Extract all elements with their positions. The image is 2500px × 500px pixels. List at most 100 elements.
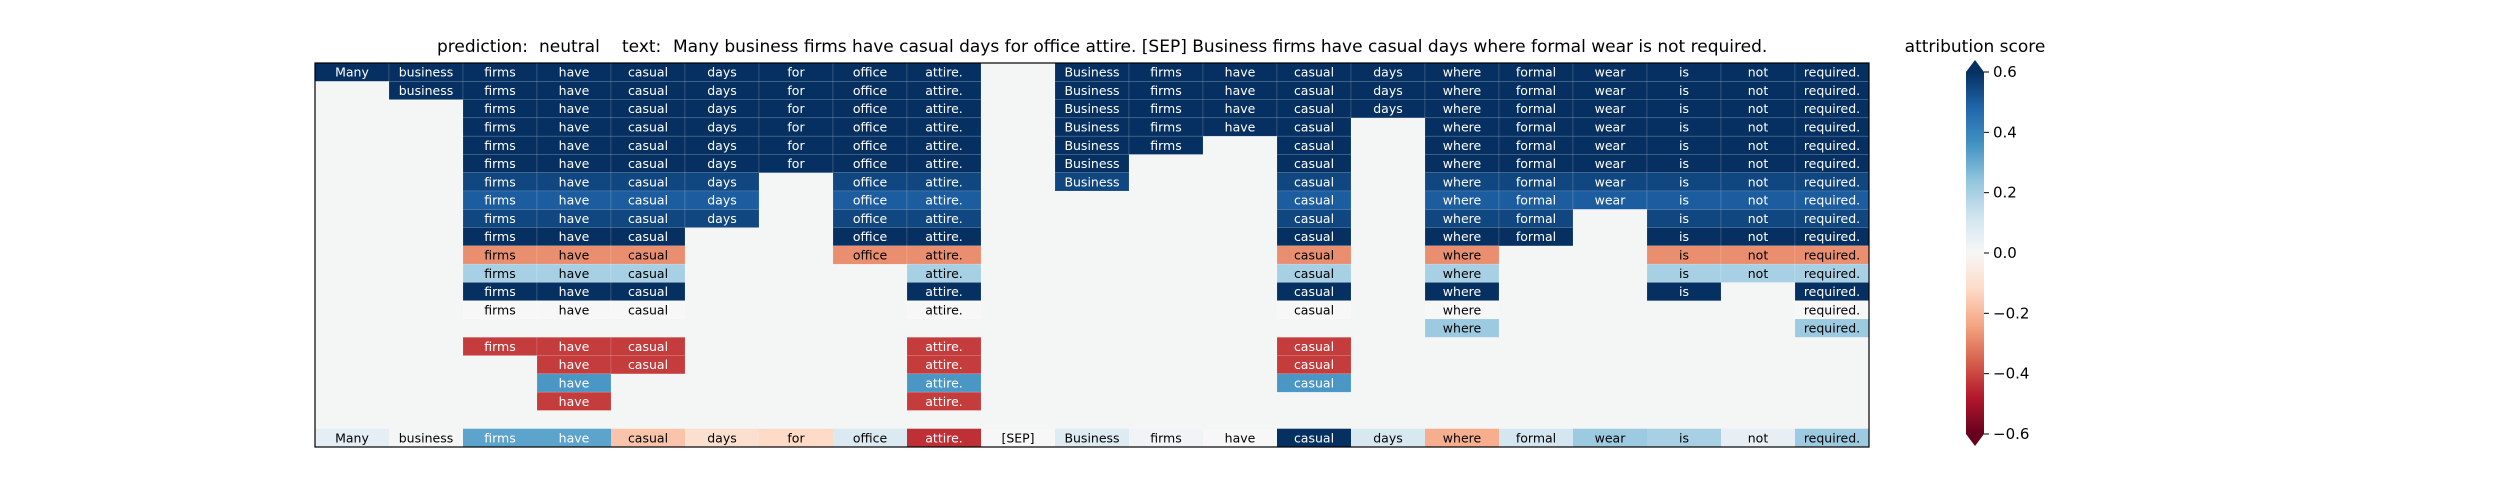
summary-token-label: casual xyxy=(628,430,668,445)
cell-token-label: casual xyxy=(628,193,668,208)
cell-token-label: formal xyxy=(1516,193,1556,208)
heatmap: Many business firms have casual days for office… xyxy=(314,62,1870,447)
cell-token-label: have xyxy=(559,229,590,244)
summary-token-label: for xyxy=(787,430,805,445)
summary-token-label: is xyxy=(1679,430,1689,445)
cell-token-label: is xyxy=(1679,156,1689,171)
cell-token-label: have xyxy=(559,302,590,317)
summary-cell xyxy=(1055,428,1129,447)
heatmap-cell xyxy=(610,282,686,301)
cell-token-label: attire. xyxy=(925,65,962,80)
summary-token-label: have xyxy=(559,430,590,445)
heatmap-cell xyxy=(610,355,686,375)
cell-token-label: for xyxy=(787,120,805,135)
summary-cell xyxy=(537,428,611,447)
cell-token-label: firms xyxy=(484,302,515,317)
cell-token-label: not xyxy=(1748,211,1769,226)
colorbar-tick-label: −0.4 xyxy=(1993,365,2029,383)
cell-token-label: days xyxy=(707,211,737,226)
summary-token-label: wear xyxy=(1595,430,1627,445)
cell-token-label: office xyxy=(853,138,888,153)
cell-token-label: Business xyxy=(1064,101,1119,116)
cell-token-label: days xyxy=(707,193,737,208)
cell-token-label: not xyxy=(1748,65,1769,80)
heatmap-cell xyxy=(1276,300,1352,320)
cell-token-label: formal xyxy=(1516,229,1556,244)
summary-cell xyxy=(1573,428,1647,447)
heatmap-cell xyxy=(1424,318,1500,338)
cell-token-label: have xyxy=(559,394,590,409)
cell-token-label: not xyxy=(1748,248,1769,263)
colorbar-min-extension xyxy=(1966,434,1984,446)
cell-token-label: casual xyxy=(1294,120,1334,135)
cell-token-label: is xyxy=(1679,284,1689,299)
cell-token-label: firms xyxy=(484,101,515,116)
cell-token-label: where xyxy=(1443,321,1482,336)
cell-token-label: required. xyxy=(1804,284,1860,299)
summary-cell xyxy=(1499,428,1573,447)
cell-token-label: formal xyxy=(1516,101,1556,116)
cell-token-label: wear xyxy=(1595,101,1627,116)
cell-token-label: casual xyxy=(628,357,668,372)
heatmap-cell xyxy=(1498,227,1574,247)
cell-token-label: have xyxy=(559,248,590,263)
cell-token-label: is xyxy=(1679,83,1689,98)
cell-token-label: wear xyxy=(1595,138,1627,153)
cell-token-label: days xyxy=(1373,101,1403,116)
colorbar-tick-label: 0.4 xyxy=(1993,123,2017,141)
cell-token-label: casual xyxy=(628,138,668,153)
cell-token-label: not xyxy=(1748,266,1769,281)
summary-cell xyxy=(1277,428,1351,447)
heatmap-cell xyxy=(906,337,982,356)
cell-token-label: casual xyxy=(628,83,668,98)
cell-token-label: business xyxy=(399,83,453,98)
cell-token-label: wear xyxy=(1595,193,1627,208)
cell-token-label: casual xyxy=(628,211,668,226)
cell-token-label: attire. xyxy=(925,357,962,372)
cell-token-label: wear xyxy=(1595,83,1627,98)
cell-token-label: firms xyxy=(484,83,515,98)
cell-token-label: office xyxy=(853,229,888,244)
cell-token-label: is xyxy=(1679,229,1689,244)
cell-token-label: casual xyxy=(628,65,668,80)
colorbar: attribution score 0.6 0.4 0.2 0.0 −0.2 −0.4 −0… xyxy=(1905,37,2046,446)
summary-token-label: firms xyxy=(1150,430,1181,445)
cell-token-label: casual xyxy=(1294,174,1334,189)
cell-token-label: casual xyxy=(1294,211,1334,226)
cell-token-label: formal xyxy=(1516,65,1556,80)
colorbar-tick-label: 0.0 xyxy=(1993,244,2017,262)
text-value: Many business firms have casual days for… xyxy=(673,37,1767,57)
cell-token-label: firms xyxy=(484,156,515,171)
cell-token-label: attire. xyxy=(925,193,962,208)
cell-token-label: wear xyxy=(1595,120,1627,135)
cell-token-label: for xyxy=(787,101,805,116)
cell-token-label: casual xyxy=(1294,284,1334,299)
cell-token-label: days xyxy=(707,83,737,98)
cell-token-label: attire. xyxy=(925,229,962,244)
colorbar-label: attribution score xyxy=(1905,37,2046,57)
cell-token-label: casual xyxy=(628,266,668,281)
cell-token-label: required. xyxy=(1804,65,1860,80)
cell-token-label: casual xyxy=(628,156,668,171)
cell-token-label: business xyxy=(399,65,453,80)
cell-token-label: attire. xyxy=(925,101,962,116)
cell-token-label: formal xyxy=(1516,174,1556,189)
cell-token-label: where xyxy=(1443,248,1482,263)
cell-token-label: have xyxy=(559,138,590,153)
cell-token-label: required. xyxy=(1804,193,1860,208)
summary-token-label: business xyxy=(399,430,453,445)
summary-cell xyxy=(1425,428,1499,447)
cell-token-label: attire. xyxy=(925,376,962,391)
cell-token-label: have xyxy=(559,284,590,299)
cell-token-label: office xyxy=(853,101,888,116)
cell-token-label: have xyxy=(1225,101,1256,116)
cell-token-label: wear xyxy=(1595,174,1627,189)
cell-token-label: have xyxy=(559,65,590,80)
cell-token-label: where xyxy=(1443,211,1482,226)
cell-token-label: have xyxy=(559,83,590,98)
prediction-label: prediction: xyxy=(437,37,528,57)
prediction-value: neutral xyxy=(539,37,600,57)
cell-token-label: where xyxy=(1443,229,1482,244)
cell-token-label: required. xyxy=(1804,138,1860,153)
cell-token-label: casual xyxy=(628,101,668,116)
